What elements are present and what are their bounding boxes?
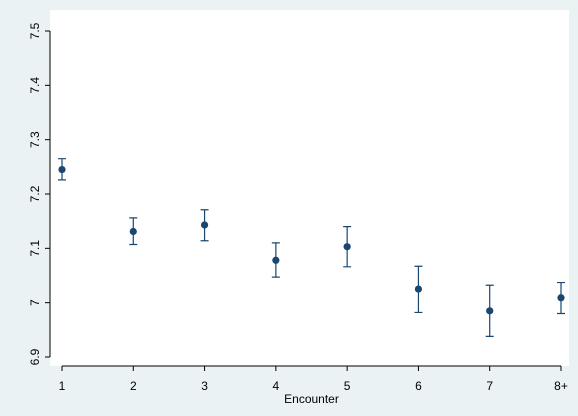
y-axis: 6.9 7 7.1 7.2 7.3 7.4 7.5 bbox=[28, 22, 51, 365]
x-axis: 1 2 3 4 5 6 7 8+ bbox=[59, 365, 568, 393]
x-tick-label: 1 bbox=[59, 379, 66, 393]
x-tick-label: 6 bbox=[415, 379, 422, 393]
x-tick-label: 3 bbox=[201, 379, 208, 393]
y-tick-label: 7.1 bbox=[28, 240, 42, 257]
y-tick-label: 7.5 bbox=[28, 22, 42, 39]
data-point bbox=[557, 294, 565, 302]
plot-area bbox=[50, 10, 569, 366]
x-axis-title: Encounter bbox=[284, 392, 339, 406]
x-tick-label: 5 bbox=[344, 379, 351, 393]
x-tick-label: 4 bbox=[273, 379, 280, 393]
y-tick-label: 6.9 bbox=[28, 348, 42, 365]
data-point bbox=[272, 256, 280, 264]
y-tick-label: 7.3 bbox=[28, 131, 42, 148]
x-tick-label: 2 bbox=[130, 379, 137, 393]
data-point bbox=[343, 243, 351, 251]
data-point bbox=[486, 307, 494, 315]
y-tick-label: 7 bbox=[28, 299, 42, 306]
x-tick-label: 7 bbox=[486, 379, 493, 393]
data-point bbox=[58, 165, 66, 174]
data-point bbox=[129, 227, 137, 236]
data-point bbox=[414, 285, 423, 293]
x-tick-label: 8+ bbox=[554, 379, 568, 393]
data-point bbox=[200, 221, 209, 229]
data-points bbox=[58, 165, 565, 315]
y-tick-label: 7.2 bbox=[28, 185, 42, 202]
y-tick-label: 7.4 bbox=[28, 77, 42, 94]
